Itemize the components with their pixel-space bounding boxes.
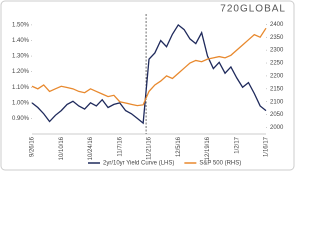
x-tick-label: 11/21/16 (147, 136, 153, 160)
series-line (31, 23, 267, 125)
y-tick-label: 1.40% (12, 38, 30, 44)
x-tick-label: 10/24/16 (88, 136, 94, 160)
series-line (31, 27, 267, 107)
y2-tick-label: 2200 (270, 74, 284, 80)
x-tick-label: 11/7/16 (117, 136, 123, 156)
y-tick-label: 1.50% (12, 22, 30, 28)
y-tick-label: 1.20% (12, 69, 30, 75)
x-tick-label: 1/16/17 (264, 136, 270, 157)
frame (0, 0, 295, 171)
y-tick-label: 1.30% (12, 54, 30, 60)
legend-label: S&P 500 (RHS) (199, 161, 241, 167)
x-tick-label: 12/5/16 (176, 136, 182, 157)
brand: 720GLOBAL (220, 4, 286, 15)
x-tick-label: 12/19/16 (205, 136, 211, 160)
x-tick-label: 10/10/16 (59, 136, 65, 160)
x-tick-label: 1/2/17 (234, 136, 240, 153)
y2-tick-label: 2150 (270, 86, 284, 92)
legend-label: 2yr/10yr Yield Curve (LHS) (103, 161, 174, 167)
y2-tick-label: 2000 (270, 125, 284, 131)
y-tick-label: 1.00% (12, 100, 30, 106)
y2-tick-label: 2250 (270, 61, 284, 67)
y-tick-label: 1.10% (12, 85, 30, 91)
x-tick-label: 9/26/16 (30, 136, 36, 157)
y2-tick-label: 2100 (270, 99, 284, 105)
chart: 720GLOBAL 0.90% 1.00% 1.10% 1.20% 1.30% 1.40%… (0, 0, 295, 171)
y2-tick-label: 2300 (270, 48, 284, 54)
y2-tick-label: 2400 (270, 22, 284, 28)
y2-tick-label: 2350 (270, 35, 284, 41)
y-tick-label: 0.90% (12, 116, 30, 122)
y2-tick-label: 2050 (270, 112, 284, 118)
